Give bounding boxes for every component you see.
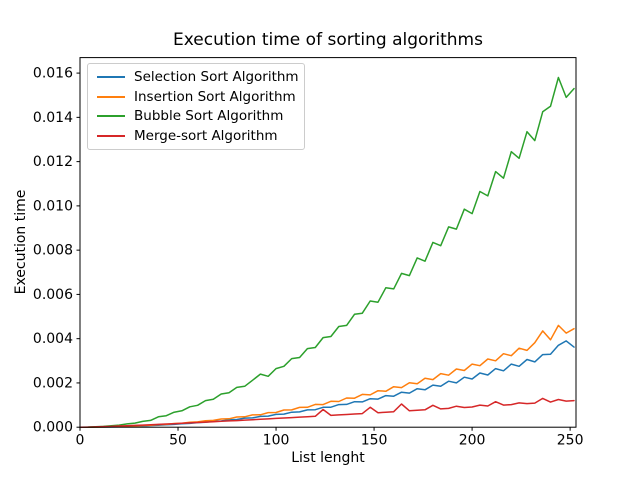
- x-tick-label: 100: [263, 433, 290, 449]
- y-tick-label: 0.008: [33, 243, 73, 259]
- legend-label-bubble: Bubble Sort Algorithm: [134, 108, 284, 125]
- legend-label-merge: Merge-sort Algorithm: [134, 128, 278, 145]
- x-tick-label: 150: [361, 433, 388, 449]
- legend-entry-merge-sort: Merge-sort Algorithm: [97, 126, 296, 146]
- legend: Selection Sort Algorithm Insertion Sort …: [87, 63, 305, 150]
- legend-label-insertion: Insertion Sort Algorithm: [134, 88, 296, 105]
- legend-entry-selection-sort: Selection Sort Algorithm: [97, 67, 299, 87]
- y-tick-label: 0.002: [33, 375, 73, 391]
- y-tick-label: 0.012: [33, 154, 73, 170]
- legend-line-sample-bubble: [97, 115, 125, 118]
- series-line-bubble-sort-algorithm: [79, 76, 575, 428]
- legend-line-sample-insertion: [97, 95, 125, 98]
- series-line-selection-sort-algorithm: [79, 340, 575, 428]
- x-tick-label: 0: [76, 433, 85, 449]
- legend-line-sample-selection: [97, 75, 125, 78]
- x-tick-label: 50: [169, 433, 187, 449]
- legend-entry-bubble-sort: Bubble Sort Algorithm: [97, 107, 296, 127]
- x-tick-label: 200: [459, 433, 486, 449]
- y-axis-label: Execution time: [13, 189, 29, 295]
- x-axis-label: List lenght: [291, 450, 365, 466]
- y-tick-label: 0.004: [33, 331, 73, 347]
- axes-border: [79, 57, 577, 428]
- y-tick-label: 0.010: [33, 198, 73, 214]
- y-tick-label: 0.016: [33, 66, 73, 82]
- legend-line-sample-merge: [97, 135, 125, 138]
- y-tick-label: 0.006: [33, 287, 73, 303]
- legend-label-selection: Selection Sort Algorithm: [134, 68, 299, 85]
- chart-title: Execution time of sorting algorithms: [173, 30, 483, 50]
- y-tick-label: 0.014: [33, 110, 73, 126]
- y-tick-label: 0.000: [33, 420, 73, 436]
- x-tick-label: 250: [557, 433, 584, 449]
- legend-entry-insertion-sort: Insertion Sort Algorithm: [97, 87, 296, 107]
- series-line-merge-sort-algorithm: [79, 397, 575, 428]
